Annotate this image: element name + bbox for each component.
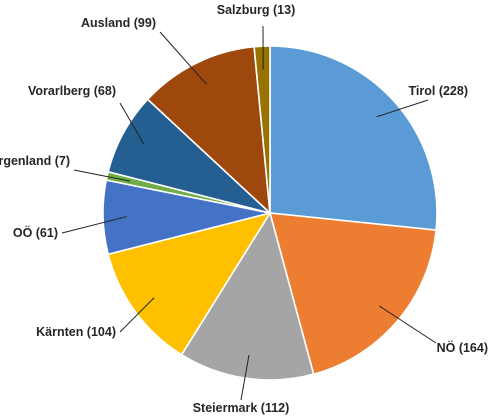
leader-line-steiermark: [240, 354, 250, 401]
pie-slice-noe: [268, 212, 437, 376]
data-label-noe: NÖ (164): [437, 340, 488, 355]
leader-line-kaernten: [119, 297, 155, 333]
data-labels: Tirol (228) NÖ (164) Steiermark (112) Kärnt…: [0, 3, 488, 415]
data-label-kaernten: Kärnten (104): [36, 325, 116, 339]
pie-slice-ausland: [146, 45, 271, 216]
leader-line-burgenland: [73, 169, 131, 182]
data-label-tirol: Tirol (228): [408, 84, 468, 98]
leader-lines: [61, 25, 437, 401]
leader-line-ooe: [61, 216, 127, 234]
leader-line-noe: [379, 305, 437, 344]
pie-slice-steiermark: [180, 211, 315, 381]
data-label-salzburg: Salzburg (13): [217, 3, 296, 17]
pie-slices: [102, 45, 438, 381]
data-label-vorarlberg: Vorarlberg (68): [28, 84, 116, 98]
data-label-burgenland: Burgenland (7): [0, 154, 70, 168]
data-label-steiermark: Steiermark (112): [193, 401, 290, 415]
pie-slice-salzburg: [253, 45, 271, 214]
leader-line-tirol: [376, 99, 429, 118]
leader-line-ausland: [159, 31, 207, 85]
leader-line-vorarlberg: [119, 102, 145, 145]
pie-slice-kaernten: [107, 211, 272, 356]
data-label-ausland: Ausland (99): [81, 16, 156, 30]
pie-slice-tirol: [269, 45, 438, 232]
data-label-ooe: OÖ (61): [13, 225, 58, 240]
